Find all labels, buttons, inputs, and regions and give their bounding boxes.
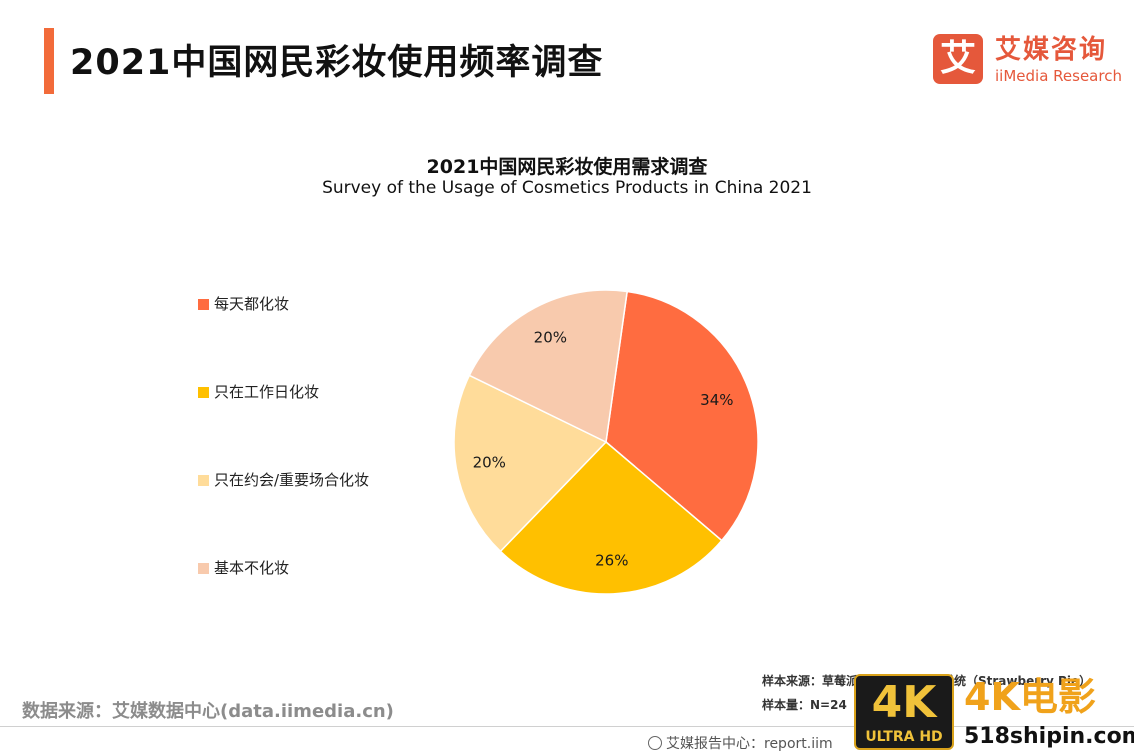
data-source: 数据来源：艾媒数据中心(data.iimedia.cn) [22, 701, 394, 722]
sample-size: 样本量：N=24 [762, 698, 847, 712]
report-center-text: 艾媒报告中心：report.iim [666, 736, 833, 752]
pie-slice-workdays [499, 440, 723, 595]
legend-label-rarely: 基本不化妆 [214, 559, 290, 577]
logo-name-en: iiMedia Research [995, 67, 1122, 85]
pie-slice-occasions [453, 374, 608, 553]
legend-label-daily: 每天都化妆 [214, 295, 290, 313]
pie-slice-rarely [468, 289, 629, 444]
title-accent-bar [44, 28, 54, 94]
chart-subtitle: Survey of the Usage of Cosmetics Product… [322, 178, 812, 198]
watermark-badge: 4K ULTRA HD [854, 674, 954, 750]
pie-label-occasions: 20% [473, 454, 506, 472]
report-center: 艾媒报告中心：report.iim [648, 733, 833, 753]
footer-divider [0, 726, 1134, 727]
logo-name-cn: 艾媒咨询 [995, 35, 1108, 65]
chart-title: 2021中国网民彩妆使用需求调查 [426, 156, 708, 178]
pie-label-daily: 34% [700, 391, 733, 409]
pie-label-rarely: 20% [534, 328, 567, 346]
legend-swatch-rarely [198, 563, 209, 574]
legend-label-workdays: 只在工作日化妆 [214, 383, 320, 401]
pie-slice-daily [605, 290, 759, 542]
watermark-title: 4K电影 [964, 675, 1096, 719]
pie-label-workdays: 26% [595, 551, 628, 569]
globe-icon [648, 736, 662, 750]
legend-swatch-occasions [198, 475, 209, 486]
watermark-badge-text: 4K [871, 677, 937, 728]
watermark-badge-sub: ULTRA HD [865, 729, 943, 745]
legend-swatch-daily [198, 299, 209, 310]
legend-swatch-workdays [198, 387, 209, 398]
iimedia-logo: 艾 艾媒咨询 iiMedia Research [933, 34, 1122, 88]
legend-label-occasions: 只在约会/重要场合化妆 [214, 471, 370, 489]
page-title: 2021中国网民彩妆使用频率调查 [70, 43, 604, 83]
watermark-url: 518shipin.com [964, 724, 1134, 749]
logo-icon: 艾 [933, 34, 983, 84]
watermark: 4K ULTRA HD 4K电影 518shipin.com [848, 668, 1134, 756]
